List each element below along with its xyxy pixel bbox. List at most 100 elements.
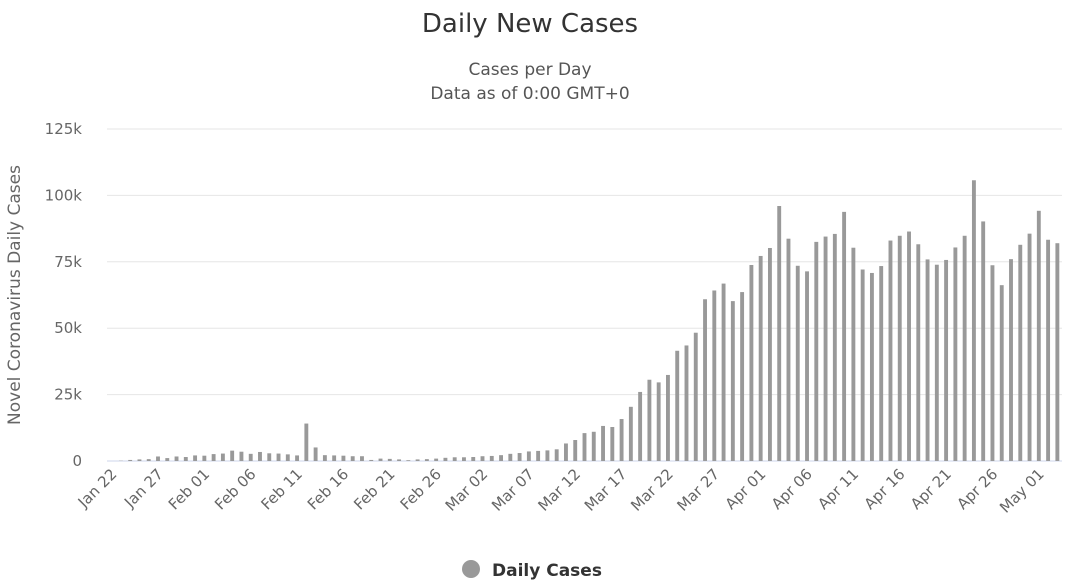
bar[interactable] (777, 206, 782, 461)
bar[interactable] (443, 457, 448, 461)
bar[interactable] (591, 431, 596, 461)
bar[interactable] (564, 443, 568, 461)
bar[interactable] (628, 406, 633, 461)
bar[interactable] (517, 453, 522, 461)
bar[interactable] (1018, 244, 1023, 461)
bar[interactable] (462, 457, 466, 461)
bar[interactable] (693, 332, 698, 461)
bar[interactable] (656, 382, 661, 461)
bar[interactable] (146, 459, 151, 461)
bar[interactable] (1027, 233, 1032, 461)
legend-label[interactable]: Daily Cases (492, 561, 602, 581)
bar[interactable] (434, 458, 439, 461)
bar[interactable] (350, 456, 355, 461)
bar[interactable] (721, 283, 726, 461)
bar[interactable] (795, 265, 800, 461)
bar[interactable] (981, 221, 986, 461)
bar[interactable] (378, 458, 383, 461)
bar[interactable] (888, 240, 893, 461)
bar[interactable] (341, 455, 346, 461)
bar[interactable] (1055, 243, 1060, 461)
bar[interactable] (916, 244, 921, 461)
bar[interactable] (183, 457, 188, 461)
bar[interactable] (638, 391, 643, 461)
bar[interactable] (295, 455, 300, 461)
bar[interactable] (962, 235, 967, 461)
bar[interactable] (953, 247, 958, 461)
bar[interactable] (554, 449, 559, 461)
bar[interactable] (823, 236, 828, 461)
bar[interactable] (934, 264, 939, 461)
bar[interactable] (480, 456, 485, 461)
bar[interactable] (647, 379, 652, 461)
legend[interactable]: Daily Cases (462, 560, 602, 581)
bar[interactable] (128, 459, 133, 461)
bar[interactable] (758, 255, 763, 461)
bar[interactable] (712, 290, 717, 461)
bar[interactable] (424, 459, 429, 461)
bar[interactable] (276, 453, 281, 461)
bar[interactable] (1036, 210, 1041, 461)
bar[interactable] (619, 419, 624, 461)
bar[interactable] (675, 350, 680, 461)
bar[interactable] (165, 458, 170, 461)
bar[interactable] (610, 427, 615, 461)
bar[interactable] (211, 454, 216, 461)
bar[interactable] (285, 454, 290, 461)
bar[interactable] (860, 269, 865, 462)
bar[interactable] (907, 231, 911, 461)
bar[interactable] (842, 211, 847, 461)
bar[interactable] (267, 453, 272, 461)
bar[interactable] (869, 272, 874, 461)
bar[interactable] (332, 455, 337, 461)
bar[interactable] (508, 453, 513, 461)
bar[interactable] (767, 247, 772, 461)
bar[interactable] (156, 456, 160, 461)
bar[interactable] (851, 247, 856, 461)
bar[interactable] (601, 425, 605, 461)
bar[interactable] (220, 453, 225, 461)
bar[interactable] (666, 374, 670, 461)
bar[interactable] (730, 301, 735, 461)
bar[interactable] (174, 456, 179, 461)
bar[interactable] (489, 455, 494, 461)
bar[interactable] (304, 423, 309, 461)
bar[interactable] (1009, 259, 1013, 461)
bar[interactable] (1046, 239, 1051, 461)
bar[interactable] (879, 266, 884, 461)
bar[interactable] (415, 459, 420, 461)
bar[interactable] (452, 457, 457, 461)
bar[interactable] (684, 345, 689, 461)
bar[interactable] (805, 271, 809, 461)
bar[interactable] (545, 450, 550, 461)
bar[interactable] (814, 241, 819, 461)
bar[interactable] (749, 264, 754, 461)
bar[interactable] (582, 433, 587, 461)
bar[interactable] (397, 459, 402, 461)
bar[interactable] (239, 451, 244, 461)
bar[interactable] (786, 238, 791, 461)
bar[interactable] (248, 453, 253, 461)
bar[interactable] (536, 450, 541, 461)
bar[interactable] (999, 285, 1004, 461)
bar[interactable] (369, 459, 374, 461)
bar[interactable] (322, 455, 327, 461)
bar[interactable] (925, 259, 930, 461)
bar[interactable] (703, 299, 707, 461)
bar[interactable] (202, 455, 207, 461)
bar[interactable] (471, 457, 476, 461)
bar[interactable] (230, 450, 235, 461)
bar[interactable] (944, 259, 949, 461)
bar[interactable] (573, 440, 578, 461)
bar[interactable] (740, 292, 745, 461)
bar[interactable] (360, 456, 364, 461)
bar[interactable] (387, 458, 392, 461)
bar[interactable] (990, 265, 995, 461)
bar[interactable] (971, 180, 976, 461)
bar[interactable] (313, 447, 318, 461)
bar[interactable] (193, 455, 198, 461)
bar[interactable] (499, 455, 503, 461)
bar[interactable] (897, 235, 902, 461)
bar[interactable] (526, 451, 531, 461)
bar[interactable] (832, 233, 837, 461)
